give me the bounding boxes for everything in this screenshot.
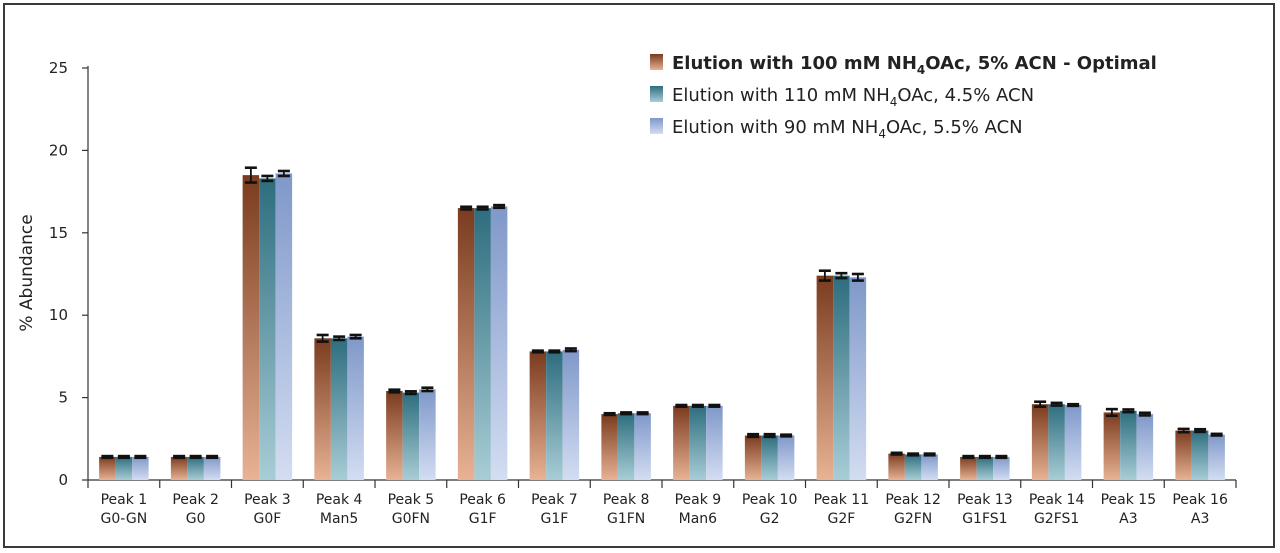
x-tick-sublabel: G2FS1 [1034,511,1079,527]
bar [976,456,994,480]
bar [275,173,293,481]
bar [1175,430,1192,480]
bar [132,456,149,480]
legend-label: Elution with 90 mM NH4OAc, 5.5% ACN [672,117,1023,141]
x-tick-label: Peak 8 [603,492,650,508]
x-tick-sublabel: G2 [760,511,780,527]
x-tick-label: Peak 12 [885,492,941,508]
x-tick-label: Peak 15 [1101,492,1157,508]
bar [529,351,547,480]
y-tick-label: 20 [49,141,68,159]
bar [833,275,850,480]
bar [203,456,221,480]
bar [474,208,491,480]
bar [419,389,436,480]
y-tick-label: 25 [49,59,68,77]
bar [960,456,977,480]
x-tick-sublabel: G0F [253,511,281,527]
bar [689,405,707,480]
x-tick-label: Peak 5 [388,492,435,508]
x-tick-sublabel: G1FS1 [962,511,1007,527]
x-tick-sublabel: Man6 [679,511,718,527]
bar [99,456,116,480]
x-tick-label: Peak 2 [172,492,219,508]
legend-swatch [650,54,663,70]
bar [402,392,420,480]
bar [259,178,276,480]
bar [617,413,635,480]
bar [242,175,260,480]
bar [1103,412,1121,480]
legend: Elution with 100 mM NH4OAc, 5% ACN - Opt… [650,53,1157,141]
x-tick-label: Peak 7 [531,492,578,508]
x-tick-sublabel: G0FN [392,511,430,527]
x-tick-sublabel: A3 [1119,511,1137,527]
bar [546,351,563,480]
x-tick-label: Peak 3 [244,492,291,508]
x-tick-label: Peak 9 [675,492,722,508]
bar [634,413,651,480]
bar [744,435,762,480]
x-tick-label: Peak 4 [316,492,363,508]
x-tick-label: Peak 6 [459,492,506,508]
bar [490,206,508,480]
legend-label: Elution with 100 mM NH4OAc, 5% ACN - Opt… [672,53,1157,77]
bar [386,391,403,480]
bar [562,349,580,480]
bar [115,456,133,480]
legend-swatch [650,118,663,134]
bar [904,454,922,480]
bar [706,405,723,480]
bar [314,338,331,480]
y-tick-label: 15 [49,224,68,242]
x-tick-sublabel: G0-GN [101,511,148,527]
y-tick-label: 10 [49,306,68,324]
x-tick-label: Peak 13 [957,492,1013,508]
bar [187,456,204,480]
y-tick-label: 5 [58,389,68,407]
bar [673,405,690,480]
bar [777,435,795,480]
bar [1208,434,1225,480]
bar [849,277,867,480]
bar [1191,430,1209,480]
x-tick-sublabel: G1F [469,511,497,527]
bar [1031,404,1049,480]
bar [921,454,938,480]
x-tick-sublabel: G2FN [894,511,932,527]
bar [761,435,778,480]
bar [1120,410,1137,480]
bar [1136,414,1154,480]
y-tick-label: 0 [58,471,68,489]
bar [601,414,618,480]
bar [330,338,348,480]
bars-group [99,166,1225,481]
x-tick-label: Peak 16 [1172,492,1228,508]
x-tick-label: Peak 11 [814,492,870,508]
bar [816,275,834,480]
x-tick-sublabel: Man5 [320,511,358,527]
legend-label: Elution with 110 mM NH4OAc, 4.5% ACN [672,85,1034,109]
x-tick-sublabel: A3 [1191,511,1209,527]
bar [1048,404,1065,480]
x-tick-sublabel: G1FN [607,511,645,527]
x-tick-sublabel: G1F [540,511,568,527]
x-tick-label: Peak 1 [101,492,148,508]
x-tick-sublabel: G2F [827,511,855,527]
x-tick-label: Peak 14 [1029,492,1085,508]
x-tick-label: Peak 10 [742,492,798,508]
bar [888,453,905,480]
bar [993,456,1010,480]
bar [1064,405,1082,480]
legend-swatch [650,86,663,102]
bar [347,336,364,480]
category-labels: Peak 1 G0-GN Peak 2 G0 Peak 3 G0F Peak 4 Man5 Pe… [101,492,1228,527]
x-tick-sublabel: G0 [186,511,206,527]
bar [170,456,188,480]
y-axis-title: % Abundance [17,214,37,331]
bar [457,208,475,480]
